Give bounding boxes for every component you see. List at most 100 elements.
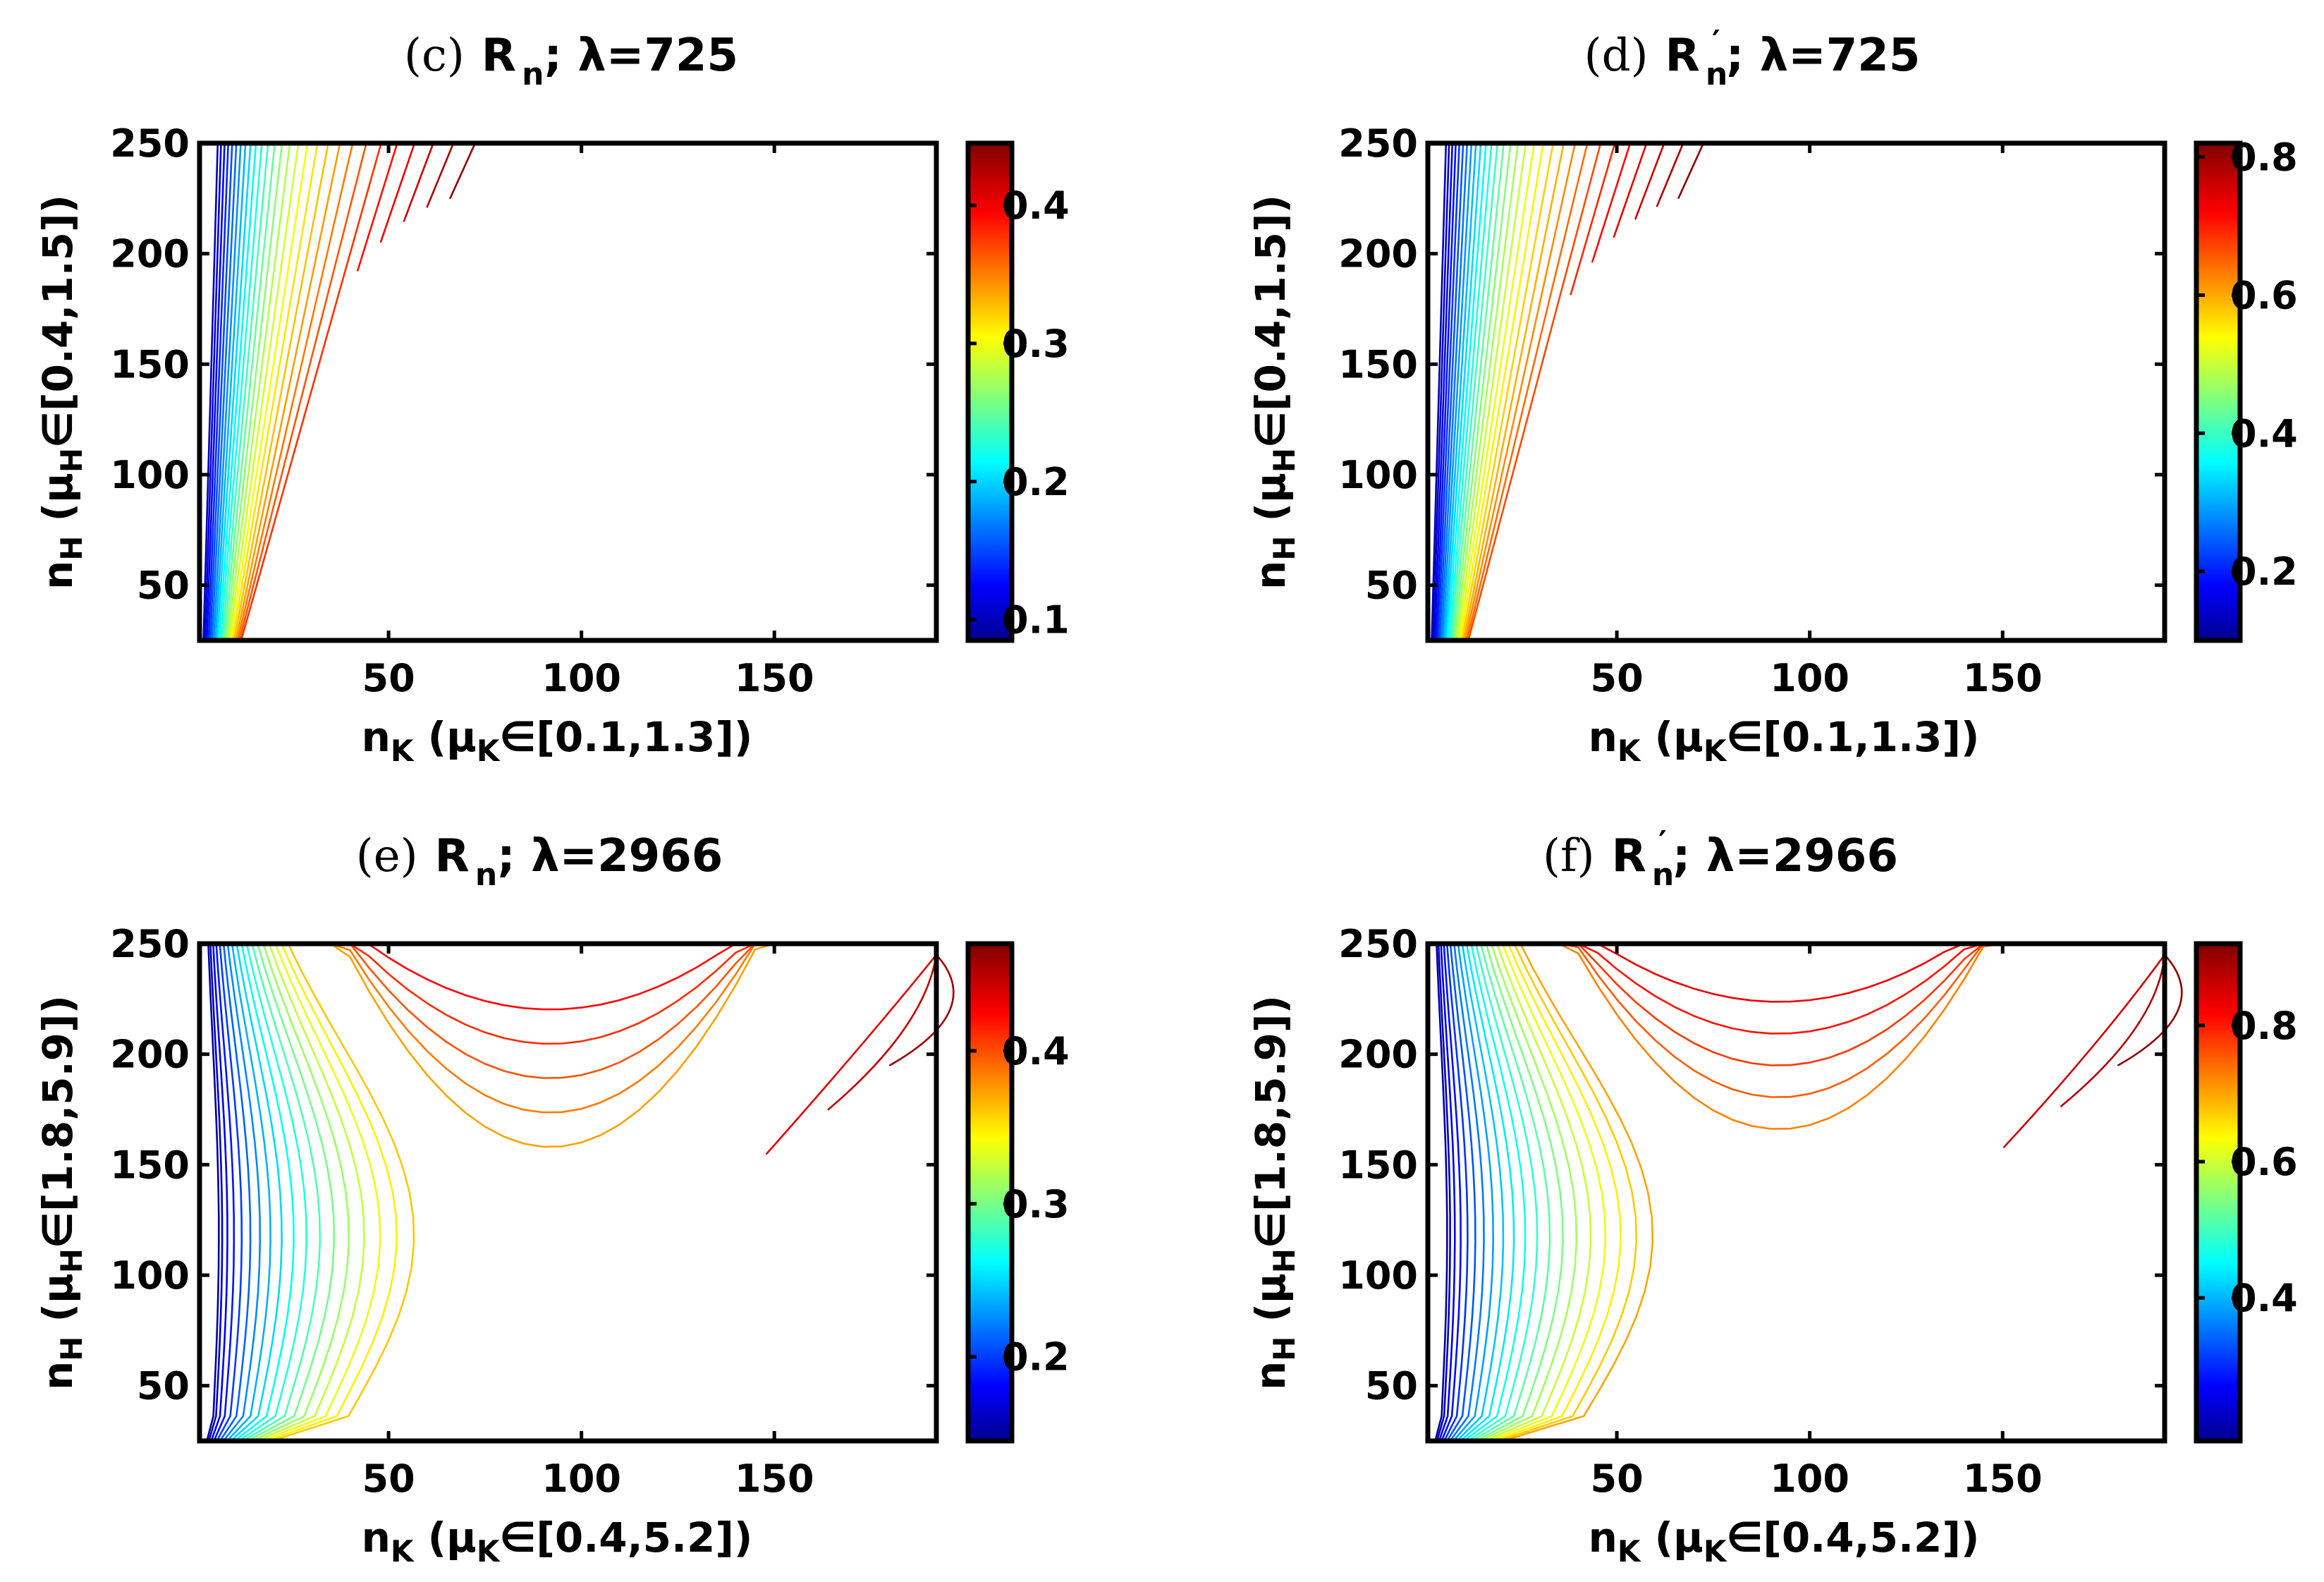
title-prime: ′ xyxy=(1658,825,1667,860)
title-panel-letter: (d) xyxy=(1584,30,1649,82)
contour-line xyxy=(216,142,252,642)
y-tick-label: 250 xyxy=(1338,121,1418,166)
y-tick-label: 50 xyxy=(1365,564,1418,608)
x-tick-label: 50 xyxy=(1591,656,1644,700)
contour-line xyxy=(329,942,795,1045)
contour-line xyxy=(426,142,455,208)
title-panel-letter: (c) xyxy=(404,30,465,82)
contour-line xyxy=(228,142,300,642)
x-tick-label: 100 xyxy=(1770,656,1849,700)
contour-line xyxy=(222,942,261,1442)
colorbar-tick-label: 0.2 xyxy=(2230,549,2298,594)
colorbar-tick-label: 0.8 xyxy=(2230,135,2298,180)
y-tick-label: 250 xyxy=(1338,922,1418,966)
contour-line xyxy=(1449,942,1485,1442)
contour-line xyxy=(1558,942,2023,1130)
contour-line xyxy=(1441,942,1462,1442)
x-tick-label: 150 xyxy=(1963,656,2043,700)
contour-line xyxy=(211,142,238,642)
x-tick-label: 100 xyxy=(1770,1456,1849,1501)
contour-line xyxy=(1442,142,1473,642)
y-tick-label: 200 xyxy=(110,232,190,276)
y-tick-label: 50 xyxy=(1365,1364,1418,1408)
contour-line xyxy=(1440,142,1469,642)
contour-line xyxy=(889,954,955,1066)
contour-line xyxy=(1457,142,1536,642)
contour-line xyxy=(1492,942,1622,1442)
colorbar-tick-label: 0.6 xyxy=(2230,273,2298,317)
contour-line xyxy=(250,942,350,1442)
tick-labels: 50 100 150 50 100 150 200 250 xyxy=(1338,121,2042,700)
colorbar-tick-label: 0.4 xyxy=(1002,183,1070,228)
y-axis-label: nH (μH∈[0.4,1.5]) xyxy=(1247,195,1302,590)
contour-line xyxy=(379,142,416,243)
contour-line xyxy=(1434,942,1448,1442)
plot-frame xyxy=(197,140,939,643)
x-tick-label: 100 xyxy=(542,656,621,700)
title-subscript: n xyxy=(522,56,544,92)
title-symbol: R xyxy=(435,830,470,882)
contour-line xyxy=(1452,942,1494,1442)
y-tick-label: 200 xyxy=(1338,1033,1418,1077)
contour-line xyxy=(1443,142,1477,642)
title-subscript: n xyxy=(475,857,497,893)
colorbar-frame xyxy=(2194,941,2243,1444)
contour-line xyxy=(2002,954,2166,1148)
title-rest: ; λ=725 xyxy=(1726,30,1921,82)
y-tick-label: 200 xyxy=(110,1033,190,1077)
contour-line xyxy=(1459,942,1515,1442)
contour-line xyxy=(1455,142,1519,642)
contour-line xyxy=(1558,942,2023,1035)
contour-line xyxy=(207,942,224,1442)
contour-line xyxy=(1558,942,2023,1098)
contour-line xyxy=(1497,942,1638,1442)
contour-line xyxy=(1436,142,1457,642)
title-rest: ; λ=2966 xyxy=(1672,830,1898,882)
contour-line xyxy=(1437,142,1460,642)
contour-line xyxy=(207,142,229,642)
colorbar-tick-label: 0.3 xyxy=(1002,1182,1070,1227)
contour-lines xyxy=(206,942,955,1442)
contour-line xyxy=(329,942,795,1079)
contour-line xyxy=(221,142,269,642)
contour-line xyxy=(1488,942,1607,1442)
x-axis-label: nK (μK∈[0.4,5.2]) xyxy=(362,1514,753,1569)
contour-line xyxy=(214,142,247,642)
colorbar-frame xyxy=(2194,140,2243,643)
title-subscript: n xyxy=(1706,56,1727,92)
contour-line xyxy=(403,142,434,222)
y-tick-label: 250 xyxy=(110,922,190,966)
contour-line xyxy=(235,142,341,642)
contour-line xyxy=(357,142,398,272)
contour-line xyxy=(1446,942,1476,1442)
contour-line xyxy=(238,142,367,642)
x-tick-label: 100 xyxy=(542,1456,621,1501)
contour-line xyxy=(1456,142,1527,642)
y-tick-label: 50 xyxy=(137,1364,190,1408)
contour-line xyxy=(1466,142,1589,642)
x-axis-label: nK (μK∈[0.1,1.3]) xyxy=(1589,713,1980,768)
y-tick-label: 100 xyxy=(1338,1253,1418,1298)
contour-line xyxy=(1431,142,1448,642)
contour-line xyxy=(1438,142,1464,642)
contour-line xyxy=(246,942,336,1442)
y-tick-label: 100 xyxy=(110,1253,190,1298)
y-tick-label: 150 xyxy=(110,1143,190,1187)
title-symbol: R xyxy=(482,30,516,82)
contour-line xyxy=(265,942,398,1442)
x-tick-label: 150 xyxy=(1963,1456,2043,1501)
tick-marks xyxy=(1428,942,2165,1441)
contour-line xyxy=(233,142,329,642)
title-panel-letter: (f) xyxy=(1543,830,1595,882)
y-axis-label: nH (μH∈[0.4,1.5]) xyxy=(34,195,89,590)
contour-line xyxy=(260,942,381,1442)
x-axis-label: nK (μK∈[0.4,5.2]) xyxy=(1589,1514,1980,1569)
colorbar-tick-label: 0.8 xyxy=(2230,1004,2298,1048)
contour-line xyxy=(223,142,276,642)
contour-line xyxy=(1438,942,1456,1442)
